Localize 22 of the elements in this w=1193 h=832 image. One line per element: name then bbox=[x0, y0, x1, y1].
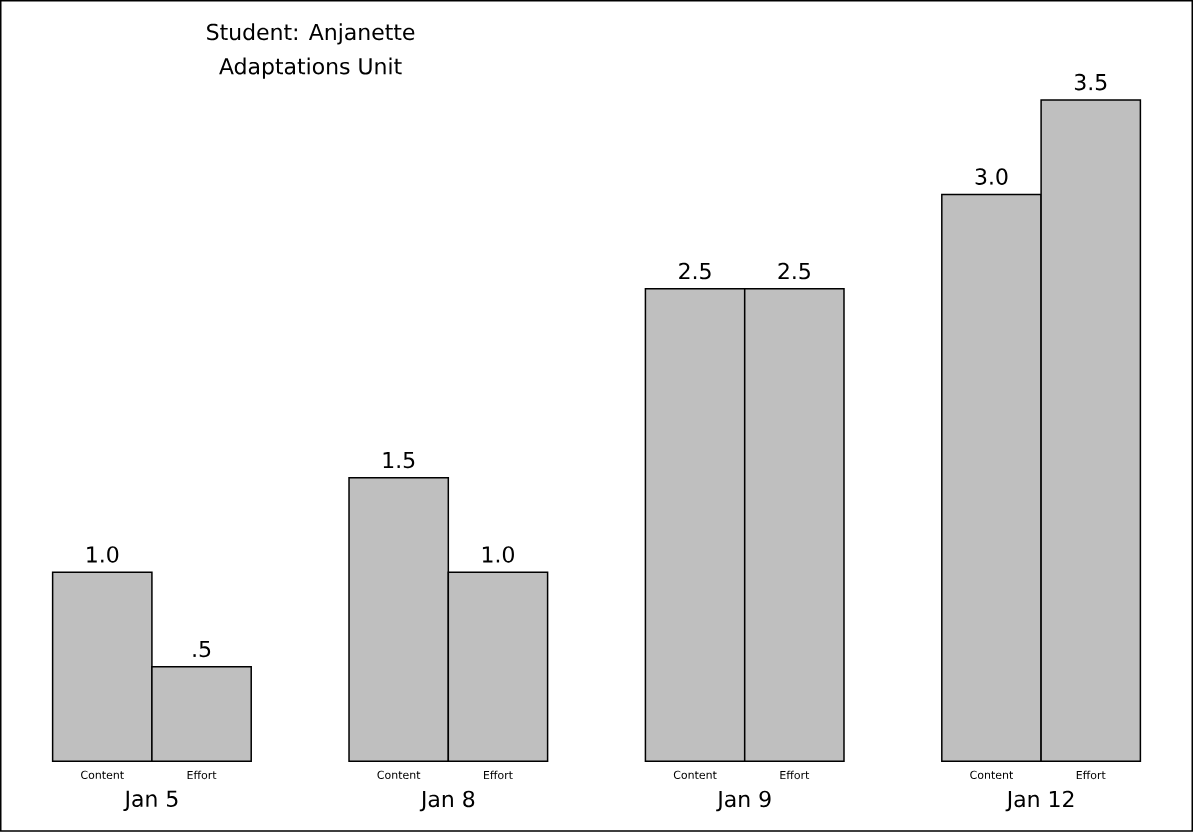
x-tick-label: Jan 12 bbox=[1005, 790, 1074, 812]
text: Content bbox=[377, 770, 421, 780]
data-label: 3.5 bbox=[1074, 73, 1107, 91]
x-tick-label: Jan 8 bbox=[419, 790, 475, 812]
text: Content bbox=[673, 770, 717, 780]
data-label: 3.0 bbox=[975, 168, 1008, 185]
data-label: 1.0 bbox=[482, 546, 514, 563]
chart-subtitle: Adaptations Unit bbox=[219, 57, 402, 79]
series-label: Content bbox=[81, 770, 124, 780]
data-label: 2.5 bbox=[679, 262, 711, 280]
x-tick-label: Jan 9 bbox=[716, 790, 771, 812]
data-label: 1.5 bbox=[383, 452, 415, 469]
chart-title: Student: Anjanette bbox=[207, 23, 415, 45]
x-tick-label: Jan 5 bbox=[123, 790, 178, 812]
data-label: 2.5 bbox=[778, 262, 810, 280]
data-label: .5 bbox=[193, 640, 211, 658]
text: Content bbox=[970, 770, 1014, 780]
data-label: 1.0 bbox=[87, 546, 119, 563]
text: Effort bbox=[780, 770, 810, 780]
series-label: Effort bbox=[187, 770, 217, 780]
text: Effort bbox=[484, 770, 513, 780]
text: Effort bbox=[1076, 770, 1106, 780]
